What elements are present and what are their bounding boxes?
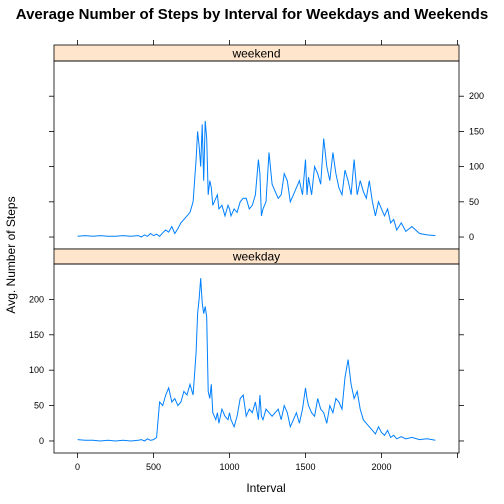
y-tick-label-weekend-100: 100 bbox=[469, 162, 484, 172]
y-tick-label-weekend-200: 200 bbox=[469, 91, 484, 101]
x-tick-label-500: 500 bbox=[146, 462, 161, 472]
data-line-weekend bbox=[77, 120, 436, 238]
x-tick-label-1500: 1500 bbox=[295, 462, 315, 472]
y-tick-label-weekend-50: 50 bbox=[469, 197, 479, 207]
x-axis-title: Interval bbox=[246, 481, 285, 495]
y-tick-label-weekday-150: 150 bbox=[29, 330, 44, 340]
x-tick-label-2000: 2000 bbox=[371, 462, 391, 472]
y-axis-title: Avg. Number of Steps bbox=[4, 196, 18, 313]
panel-frame-weekday bbox=[53, 263, 460, 454]
x-tick-label-0: 0 bbox=[75, 462, 80, 472]
y-tick-label-weekday-100: 100 bbox=[29, 365, 44, 375]
data-line-weekday bbox=[77, 278, 436, 442]
x-tick-label-1000: 1000 bbox=[220, 462, 240, 472]
y-tick-label-weekend-150: 150 bbox=[469, 126, 484, 136]
y-tick-label-weekday-200: 200 bbox=[29, 294, 44, 304]
y-tick-label-weekday-0: 0 bbox=[39, 436, 44, 446]
chart-title: Average Number of Steps by Interval for … bbox=[16, 6, 488, 23]
y-tick-label-weekday-50: 50 bbox=[34, 401, 44, 411]
panel-strip-label-weekend: weekend bbox=[231, 47, 280, 61]
panel-frame-weekend bbox=[53, 60, 460, 250]
y-tick-label-weekend-0: 0 bbox=[469, 232, 474, 242]
panel-strip-label-weekday: weekday bbox=[232, 250, 280, 264]
